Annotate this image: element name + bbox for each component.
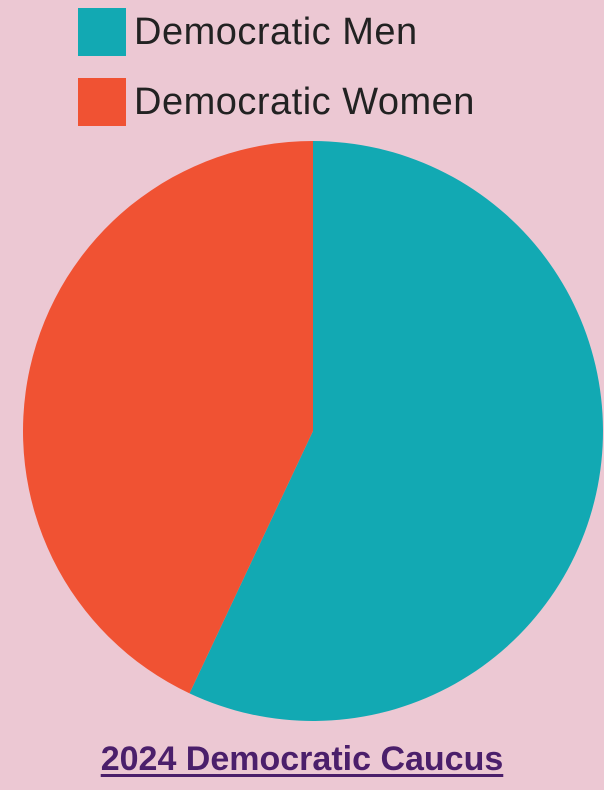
pie-slice-democratic-women [22,140,313,694]
chart-legend: Democratic Men Democratic Women [78,8,475,148]
legend-label-democratic-men: Democratic Men [134,10,418,53]
legend-item-democratic-women: Democratic Women [78,78,475,126]
legend-label-democratic-women: Democratic Women [134,80,475,123]
pie-slice-democratic-men [189,141,603,721]
chart-title[interactable]: 2024 Democratic Caucus [100,740,504,778]
legend-swatch-democratic-women [78,78,126,126]
legend-swatch-democratic-men [78,8,126,56]
legend-item-democratic-men: Democratic Men [78,8,475,56]
